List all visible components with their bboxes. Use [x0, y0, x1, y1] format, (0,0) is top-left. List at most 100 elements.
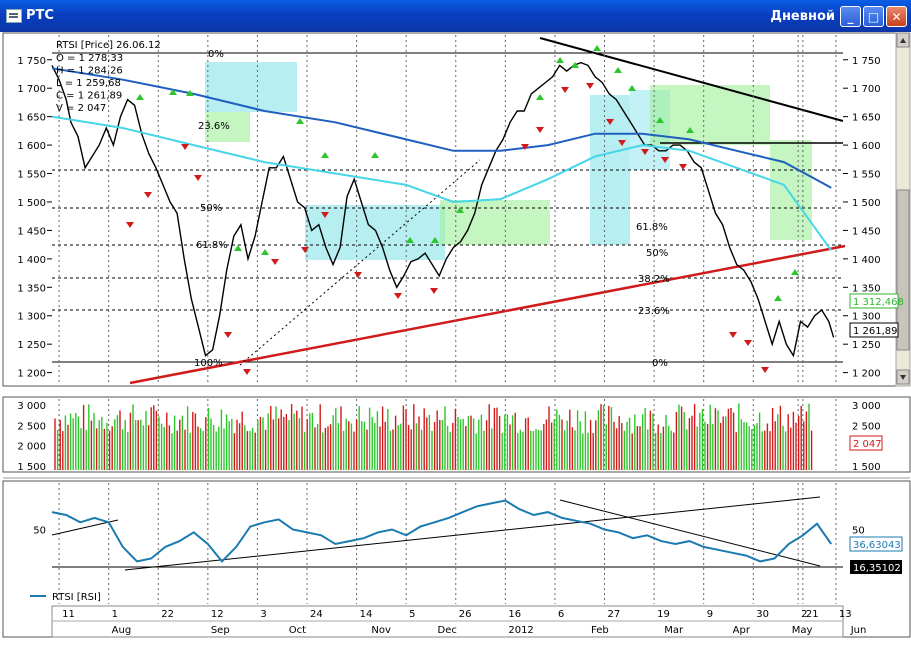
- volume-value-label: 2 047: [853, 439, 882, 450]
- fib-level-label: 50%: [200, 203, 222, 214]
- ohlc-readout-line: V = 2 047: [56, 103, 106, 114]
- buy-signal-arrow: [536, 94, 544, 100]
- x-axis-day-label: 27: [608, 609, 621, 620]
- x-axis-day-labels: 11 1 22 12 3 24 14 5 26 16 6 27 19 9 30 221 13: [62, 609, 852, 620]
- rsi-y-tick-label: 50: [33, 526, 46, 537]
- x-axis-day-label: 1: [112, 609, 118, 620]
- rsi-value-label: 36,63043: [853, 540, 901, 551]
- volume-bars: [54, 403, 813, 470]
- rsi-y-tick-label: 50: [852, 526, 865, 537]
- buy-signal-arrow: [571, 62, 579, 68]
- volume-y-tick-label: 3 000: [852, 401, 881, 412]
- rsi-value-box: [849, 536, 903, 552]
- ohlc-readout: O = 1 278,33 H = 1 284,26L = 1 259,68 C = …: [56, 53, 123, 114]
- buy-signal-arrow: [234, 245, 242, 251]
- fib-level-label: 61.8%: [196, 240, 228, 251]
- buy-signal-arrow: [774, 295, 782, 301]
- sell-signal-arrow: [394, 293, 402, 299]
- x-axis-month-label: Dec: [438, 625, 457, 636]
- x-axis-month-label: Apr: [733, 625, 751, 636]
- x-axis-day-label: 22: [161, 609, 174, 620]
- price-y-tick-label: 1 750: [852, 56, 881, 67]
- sell-signal-arrow: [144, 192, 152, 198]
- sell-signal-arrow: [521, 144, 529, 150]
- price-y-tick-label: 1 400: [17, 255, 46, 266]
- buy-signal-arrow: [628, 85, 636, 91]
- sma-value-box: [849, 293, 899, 309]
- price-y-tick-label: 1 700: [852, 84, 881, 95]
- x-axis-month-label: Oct: [289, 625, 306, 636]
- ichimoku-clouds: [205, 62, 812, 260]
- price-y-tick-label: 1 700: [17, 84, 46, 95]
- fib-level-label: 23.6%: [638, 306, 670, 317]
- sell-signal-arrow: [729, 332, 737, 338]
- price-y-tick-label: 1 550: [17, 170, 46, 181]
- buy-signal-arrow: [186, 90, 194, 96]
- sell-signal-arrow: [321, 212, 329, 218]
- price-y-tick-label: 1 450: [17, 226, 46, 237]
- sell-signal-arrow: [243, 369, 251, 375]
- x-axis-day-label: 9: [707, 609, 713, 620]
- sell-signal-arrow: [641, 149, 649, 155]
- x-axis-month-label: Mar: [664, 625, 684, 636]
- buy-signal-arrow: [456, 207, 464, 213]
- scroll-up-arrow-icon: [900, 38, 906, 43]
- scroll-thumb[interactable]: [896, 189, 910, 351]
- level-lines: [52, 52, 843, 363]
- x-axis-month-label: Nov: [371, 625, 391, 636]
- sell-signal-arrow: [181, 144, 189, 150]
- price-grid: [58, 35, 837, 604]
- sell-signal-arrow: [606, 119, 614, 125]
- volume-panel-frame: [2, 396, 911, 473]
- buy-signal-arrow: [556, 57, 564, 63]
- buy-signal-arrow: [656, 117, 664, 123]
- rsi-series-line: [51, 499, 833, 563]
- volume-value-box: [849, 435, 883, 451]
- fib-level-label: 61.8%: [636, 222, 668, 233]
- volume-y-tick-label: 1 500: [17, 462, 46, 473]
- sell-signal-arrow: [561, 87, 569, 93]
- fib-level-label: 0%: [652, 358, 668, 369]
- x-axis-day-label: 3: [260, 609, 266, 620]
- close-value-box: [849, 322, 899, 338]
- sell-signal-arrow: [301, 247, 309, 253]
- buy-signal-arrow: [371, 152, 379, 158]
- sell-signal-arrow: [194, 175, 202, 181]
- ohlc-readout-line: H = 1 284,26: [56, 66, 123, 77]
- period-selector[interactable]: Дневной: [770, 9, 835, 24]
- price-y-tick-label: 1 300: [17, 312, 46, 323]
- price-y-tick-label: 1 650: [17, 113, 46, 124]
- x-axis-day-label: 24: [310, 609, 323, 620]
- buy-signal-arrow: [296, 118, 304, 124]
- price-series-group: [51, 61, 835, 358]
- close-button[interactable]: ✕: [886, 6, 907, 27]
- resistance-trendline: [539, 37, 844, 122]
- ohlc-readout-line: C = 1 261,89: [56, 91, 122, 102]
- rsi-ref-value-label: 16,35102: [853, 563, 901, 574]
- sell-signal-arrow: [761, 367, 769, 373]
- fib-level-label: 0%: [208, 49, 224, 60]
- sell-signal-arrow: [271, 259, 279, 265]
- price-y-tick-label: 1 500: [852, 198, 881, 209]
- price-y-tick-label: 1 250: [852, 340, 881, 351]
- x-axis-month-label: 2012: [508, 625, 533, 636]
- x-axis-month-labels: Aug Sep Oct Nov Dec 2012 Feb Mar Apr May Jun: [112, 625, 867, 636]
- x-axis-day-label: 21: [806, 609, 819, 620]
- buy-signal-arrow: [406, 237, 414, 243]
- price-y-axis: 1 750 1 750 1 700 1 700 1 650 1 650 1 600 1 600…: [17, 56, 880, 380]
- fib-level-label: 38.2%: [638, 274, 670, 285]
- price-y-tick-label: 1 750: [17, 56, 46, 67]
- rsi-series-group: [51, 499, 833, 563]
- ohlc-readout-line: O = 1 278,33: [56, 53, 123, 64]
- close-value-label: 1 261,89: [853, 326, 898, 337]
- rsi-y-axis: 50 50: [33, 526, 864, 537]
- x-axis-day-label: 5: [409, 609, 415, 620]
- x-axis-day-label: 16: [508, 609, 521, 620]
- sell-signal-arrow: [430, 288, 438, 294]
- minimize-button[interactable]: _: [840, 6, 861, 27]
- price-y-tick-label: 1 200: [17, 369, 46, 380]
- price-y-tick-label: 1 500: [17, 198, 46, 209]
- cloud-area: [205, 62, 297, 112]
- maximize-button[interactable]: □: [863, 6, 884, 27]
